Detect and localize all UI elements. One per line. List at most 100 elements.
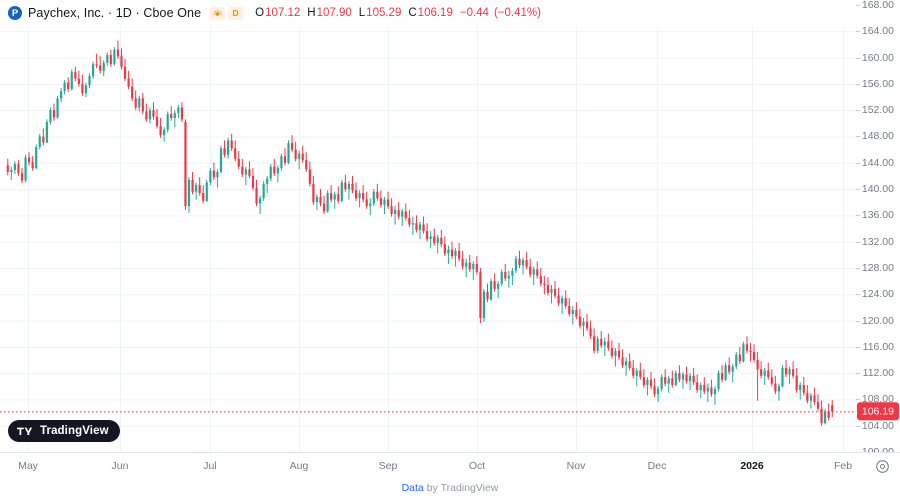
candle-body <box>322 203 326 212</box>
candle-body <box>155 116 159 126</box>
candle-body <box>301 153 304 161</box>
candle-body <box>770 377 773 384</box>
ohlc-open: O107.12 <box>255 7 300 19</box>
price-axis-tick <box>856 136 860 138</box>
tradingview-watermark[interactable]: TradingView <box>8 420 120 442</box>
candle-body <box>525 260 528 267</box>
candle-body <box>287 143 290 163</box>
candle-body <box>742 344 745 362</box>
candle-body <box>6 165 9 172</box>
price-axis-tick <box>856 83 860 85</box>
candle-body <box>386 199 390 207</box>
candle-body <box>806 392 809 401</box>
candle-body <box>802 384 805 393</box>
candle-body <box>187 179 191 207</box>
candle-body <box>234 148 237 159</box>
chart-canvas <box>0 26 856 452</box>
candle-body <box>255 187 258 204</box>
price-axis-label: 136.00 <box>861 209 894 222</box>
candle-body <box>720 373 724 380</box>
candle-body <box>728 365 731 372</box>
candle-body <box>262 183 265 199</box>
candle-body <box>276 168 279 174</box>
ohlc-values: O107.12 H107.90 L105.29 C106.19 −0.44 (−… <box>255 7 546 19</box>
market-hours-icon[interactable] <box>210 6 226 20</box>
time-axis-label: Sep <box>378 460 398 472</box>
candle-body <box>422 224 425 232</box>
candle-body <box>102 62 105 71</box>
price-axis-tick <box>856 320 860 322</box>
candle-body <box>589 328 592 337</box>
candle-body <box>820 408 823 424</box>
candle-body <box>127 78 130 87</box>
candle-body <box>518 258 521 266</box>
candle-body <box>735 354 738 367</box>
candle-body <box>166 114 169 130</box>
candle-body <box>84 85 88 94</box>
delayed-data-badge[interactable]: D <box>228 6 244 20</box>
candle-body <box>809 395 813 401</box>
last-price-badge: 106.19 <box>857 403 898 420</box>
price-axis-label: 132.00 <box>861 235 894 248</box>
candle-body <box>674 373 677 385</box>
candle-body <box>777 386 781 392</box>
candle-body <box>280 156 283 169</box>
candle-body <box>163 129 166 136</box>
ohlc-close-key: C <box>408 7 417 19</box>
candle-body <box>138 98 141 108</box>
candle-body <box>536 269 539 276</box>
candle-body <box>17 164 20 174</box>
candle-body <box>824 411 827 424</box>
ohlc-close-value: 106.19 <box>417 7 453 19</box>
candle-body <box>760 369 763 376</box>
candle-body <box>404 211 407 218</box>
time-axis-label: May <box>18 460 38 472</box>
chart-header: P Paychex, Inc. · 1D · Cboe One D O107.1… <box>0 0 900 26</box>
ohlc-high: H107.90 <box>307 7 352 19</box>
axis-settings-icon[interactable] <box>875 459 890 474</box>
price-axis-tick <box>856 373 860 375</box>
candle-body <box>489 281 493 300</box>
candle-body <box>237 158 240 167</box>
symbol-title[interactable]: Paychex, Inc. · 1D · Cboe One <box>28 6 202 20</box>
price-axis-label: 104.00 <box>861 419 894 432</box>
candle-body <box>681 374 685 380</box>
time-axis-label: 2026 <box>740 460 764 472</box>
candle-series <box>6 40 834 426</box>
candle-body <box>365 199 368 207</box>
change-percent: (−0.41%) <box>493 7 541 19</box>
price-axis-label: 112.00 <box>862 367 894 380</box>
data-link[interactable]: Data <box>401 482 424 494</box>
candle-body <box>67 82 70 90</box>
candle-body <box>77 78 80 84</box>
candle-body <box>763 370 766 376</box>
candle-body <box>550 288 553 293</box>
candle-body <box>27 157 31 163</box>
candle-body <box>273 166 276 174</box>
candle-body <box>223 148 226 155</box>
candle-body <box>656 388 660 395</box>
candle-body <box>696 382 699 391</box>
candle-body <box>813 395 816 403</box>
candle-body <box>248 169 251 176</box>
horizontal-gridlines <box>0 31 856 427</box>
candle-body <box>319 196 322 204</box>
candle-body <box>688 375 692 382</box>
candlestick-plot[interactable] <box>0 26 856 452</box>
candle-body <box>816 402 820 409</box>
candle-body <box>731 366 734 372</box>
candle-body <box>699 384 702 391</box>
candle-body <box>159 125 162 136</box>
candle-body <box>557 295 560 304</box>
candle-body <box>49 110 52 123</box>
price-axis[interactable]: 168.00 164.00 160.00 156.00 152.00 148.00 144.… <box>856 0 900 458</box>
candle-body <box>784 367 788 375</box>
candle-body <box>745 344 749 351</box>
time-axis[interactable]: May Jun Jul Aug Sep Oct Nov Dec 2026 Feb <box>0 452 900 479</box>
candle-body <box>678 373 681 380</box>
candle-body <box>614 350 617 357</box>
candle-body <box>628 361 631 368</box>
candle-body <box>35 146 38 169</box>
candle-body <box>394 210 397 215</box>
price-axis-label: 156.00 <box>861 77 894 90</box>
